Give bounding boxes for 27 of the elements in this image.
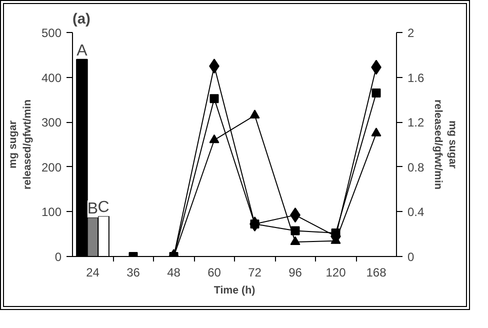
y-tick-label: 300 xyxy=(41,116,62,130)
y-tick-label: 500 xyxy=(41,26,62,40)
y2-axis-title: mg sugar released/gfwt/min xyxy=(432,99,459,190)
y2-tick-label: 0 xyxy=(408,250,414,264)
x-tick-label: 168 xyxy=(366,266,387,280)
x-tick-label: 60 xyxy=(208,266,222,280)
x-tick-label: 120 xyxy=(326,266,346,280)
x-tick-label: 48 xyxy=(167,266,181,280)
x-tick-label: 36 xyxy=(126,266,140,280)
y-tick-label: 0 xyxy=(54,250,62,264)
x-tick-label: 24 xyxy=(86,266,100,280)
chart-title: (a) xyxy=(72,12,91,28)
y-tick-label: 100 xyxy=(41,205,62,220)
y2-tick-label: 0.4 xyxy=(408,205,425,220)
x-axis-title: Time (h) xyxy=(214,284,256,296)
y2-tick-label: 1.6 xyxy=(408,70,425,85)
data-label: B xyxy=(87,200,98,218)
y-axis-title: mg sugar released/gfwt/min xyxy=(7,99,34,190)
x-tick-label: 72 xyxy=(248,266,262,280)
y2-tick-label: 2 xyxy=(408,26,414,40)
y-tick-label: 400 xyxy=(41,70,62,85)
data-label: C xyxy=(98,199,110,216)
y2-tick-label: 0.8 xyxy=(408,160,425,174)
y2-tick-label: 1.2 xyxy=(408,116,425,130)
data-label: A xyxy=(76,42,88,60)
y-tick-label: 200 xyxy=(41,160,62,174)
x-tick-label: 96 xyxy=(288,266,302,280)
